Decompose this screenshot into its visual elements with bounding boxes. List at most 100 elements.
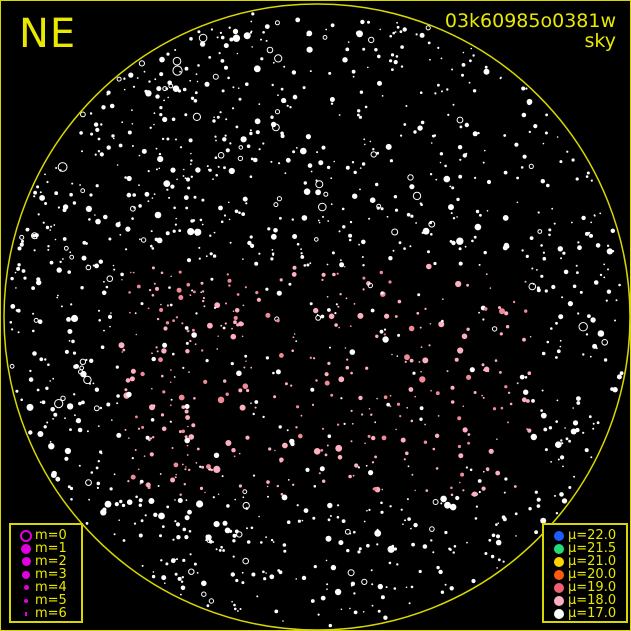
star	[557, 458, 560, 461]
star	[185, 341, 189, 345]
star	[405, 451, 409, 456]
star	[540, 244, 543, 247]
star	[42, 221, 45, 224]
star	[519, 374, 525, 380]
star	[62, 208, 67, 213]
star	[328, 623, 332, 628]
star	[345, 165, 350, 170]
star	[548, 233, 551, 237]
star	[96, 481, 101, 486]
star	[424, 307, 427, 310]
star	[457, 416, 462, 421]
star	[143, 70, 146, 73]
star	[28, 430, 33, 435]
star	[59, 260, 62, 264]
star	[496, 438, 498, 441]
star	[203, 379, 208, 384]
star	[315, 189, 321, 196]
star	[62, 237, 67, 241]
star	[222, 137, 227, 142]
star	[234, 209, 239, 214]
star	[238, 388, 243, 393]
star	[89, 358, 94, 363]
star	[163, 180, 171, 188]
star	[161, 426, 167, 432]
star	[62, 258, 64, 260]
star	[160, 303, 162, 306]
star	[138, 503, 142, 507]
star	[47, 245, 50, 248]
star	[329, 97, 335, 102]
star	[23, 276, 27, 280]
star	[456, 116, 464, 124]
star	[67, 329, 73, 334]
star	[361, 239, 366, 245]
star	[114, 502, 119, 507]
star	[11, 328, 14, 331]
star	[297, 519, 301, 523]
star	[542, 251, 546, 254]
star	[201, 290, 205, 293]
star	[383, 328, 387, 331]
star	[368, 217, 371, 220]
star	[296, 504, 299, 507]
star	[449, 548, 452, 551]
star	[94, 153, 97, 156]
star	[280, 131, 284, 136]
star	[606, 289, 612, 294]
star	[86, 264, 89, 267]
star	[332, 272, 336, 277]
star	[337, 504, 340, 507]
star	[363, 520, 366, 523]
star	[272, 371, 275, 375]
star	[469, 59, 472, 63]
star	[381, 95, 384, 97]
star	[490, 554, 495, 559]
star	[430, 233, 433, 236]
legend-label: μ=18.0	[568, 593, 617, 608]
star	[309, 302, 313, 306]
star	[585, 333, 589, 336]
star	[256, 595, 259, 598]
star	[41, 400, 46, 405]
star	[295, 17, 301, 23]
star	[342, 57, 348, 63]
star	[555, 420, 558, 423]
star	[78, 401, 82, 406]
star	[286, 520, 291, 524]
star	[196, 500, 204, 508]
star	[161, 348, 167, 354]
star	[278, 162, 281, 165]
star	[124, 388, 128, 392]
star	[430, 389, 432, 392]
star	[456, 237, 464, 245]
star	[184, 113, 188, 117]
star	[116, 76, 122, 82]
star	[540, 179, 545, 184]
star	[158, 152, 162, 156]
star	[504, 311, 509, 316]
star	[475, 209, 480, 214]
star	[471, 491, 478, 497]
star	[78, 464, 81, 467]
star	[526, 399, 530, 403]
star	[232, 555, 235, 558]
star	[52, 377, 55, 380]
star	[225, 148, 230, 153]
color-dot-icon	[554, 582, 564, 593]
star	[291, 349, 295, 353]
horizon-circle	[3, 3, 630, 630]
star	[75, 420, 78, 423]
star	[615, 299, 618, 302]
star	[396, 355, 399, 357]
legend-label: m=3	[35, 567, 67, 582]
star	[212, 496, 215, 499]
star	[172, 352, 175, 356]
star	[295, 340, 298, 343]
star	[234, 308, 240, 313]
star	[200, 291, 202, 294]
star	[179, 146, 183, 149]
star	[250, 243, 255, 248]
star	[388, 256, 393, 261]
star	[325, 28, 328, 31]
